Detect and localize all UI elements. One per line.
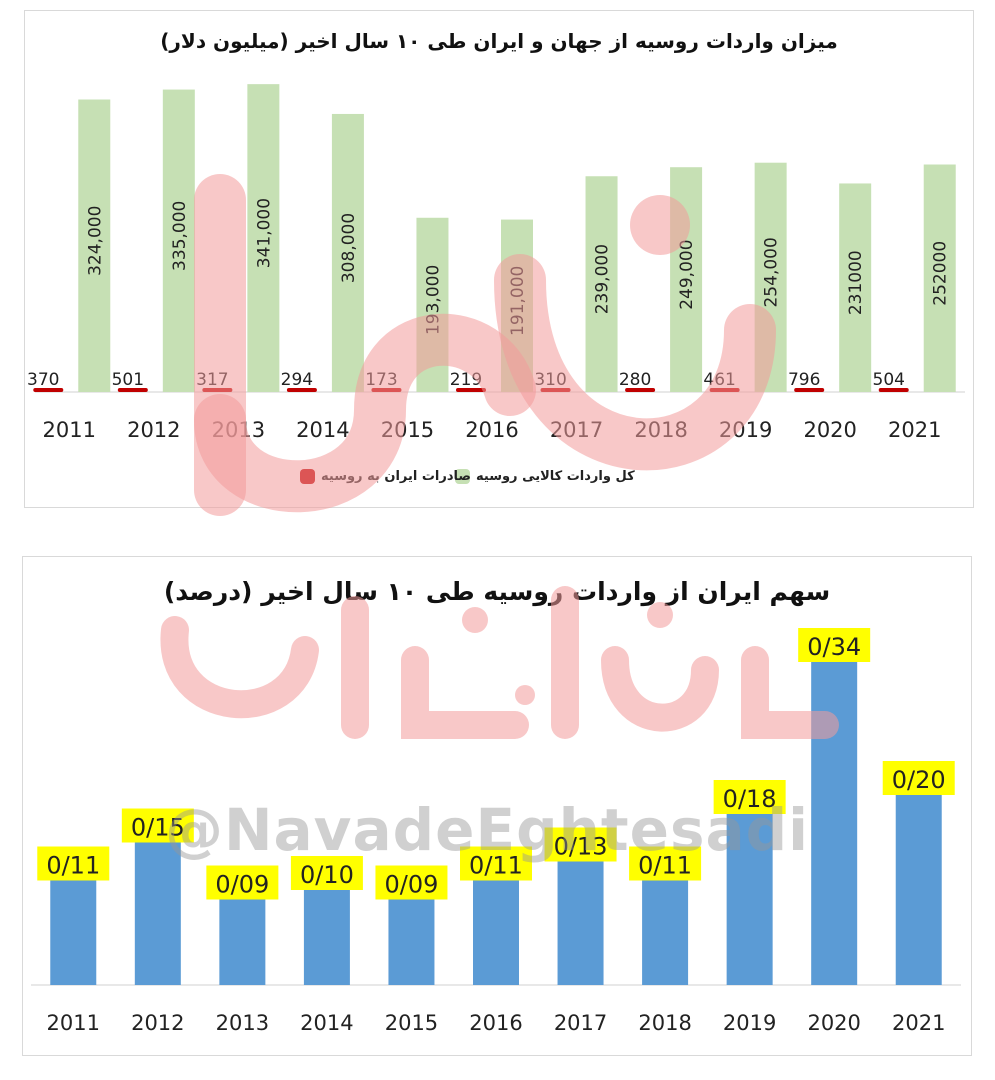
bar-iran-share: [895, 795, 942, 985]
data-label-background: [544, 827, 617, 862]
data-label-background: [375, 865, 448, 900]
bar-iran-share: [473, 880, 519, 985]
label-total-imports: 308,000: [339, 213, 359, 283]
x-tick-label: 2013: [212, 418, 265, 442]
x-tick-label: 2018: [634, 418, 687, 442]
bar-iran-exports: [878, 388, 909, 392]
x-tick-label: 2021: [892, 1011, 945, 1035]
bar-total-imports: [162, 89, 195, 392]
x-tick-label: 2020: [803, 418, 856, 442]
data-label-background: [290, 856, 363, 890]
share-chart-title: سهم ایران از واردات روسیه طی ۱۰ سال اخیر…: [163, 577, 831, 606]
x-tick-label: 2016: [465, 418, 518, 442]
x-tick-label: 2019: [723, 1011, 776, 1035]
data-label-iran-share: 0/20: [892, 766, 946, 794]
data-label-iran-share: 0/11: [46, 852, 100, 880]
bar-iran-exports: [33, 388, 64, 392]
bar-iran-share: [642, 880, 689, 985]
bar-iran-share: [557, 861, 604, 985]
bar-iran-exports: [117, 388, 148, 392]
x-tick-label: 2021: [888, 418, 941, 442]
data-label-background: [460, 846, 532, 881]
bar-iran-share: [388, 899, 435, 985]
imports-chart-panel: میزان واردات روسیه از جهان و ایران طی ۱۰…: [24, 10, 974, 508]
x-tick-label: 2013: [216, 1011, 269, 1035]
bar-iran-share: [219, 899, 266, 985]
label-total-imports: 239,000: [593, 244, 613, 314]
x-tick-label: 2016: [469, 1011, 522, 1035]
label-iran-exports: 280: [619, 370, 651, 390]
x-tick-label: 2014: [300, 1011, 353, 1035]
data-label-iran-share: 0/15: [131, 814, 185, 842]
imports-chart-title: میزان واردات روسیه از جهان و ایران طی ۱۰…: [160, 29, 838, 53]
data-label-iran-share: 0/18: [723, 785, 777, 813]
label-iran-exports: 219: [450, 370, 482, 390]
legend-label-total-imports: کل واردات کالایی روسیه: [476, 469, 635, 484]
bar-iran-share: [811, 662, 858, 985]
label-iran-exports: 310: [534, 370, 566, 390]
data-label-background: [713, 780, 786, 814]
label-iran-exports: 370: [27, 370, 59, 390]
bar-iran-share: [303, 890, 350, 985]
label-iran-exports: 504: [873, 370, 905, 390]
x-tick-label: 2020: [807, 1011, 860, 1035]
label-total-imports: 254,000: [762, 237, 782, 307]
data-label-iran-share: 0/09: [385, 871, 439, 899]
legend-label-iran-exports: صادرات ایران به روسیه: [321, 469, 471, 484]
share-chart: 0/11 2011 0/15 2012 0/09 2013 0/10 2014 0/09 2015…: [31, 628, 961, 1035]
bar-total-imports: [78, 99, 111, 392]
imports-legend: کل واردات کالایی روسیه صادرات ایران به ر…: [25, 469, 973, 493]
x-tick-label: 2015: [381, 418, 434, 442]
bar-iran-share: [134, 842, 181, 985]
label-total-imports: 191,000: [508, 266, 528, 336]
data-label-iran-share: 0/11: [638, 852, 692, 880]
data-label-iran-share: 0/10: [300, 861, 354, 889]
label-total-imports: 249,000: [677, 239, 697, 309]
bar-iran-exports: [794, 388, 825, 392]
label-total-imports: 252000: [931, 241, 951, 306]
data-label-background: [206, 865, 279, 900]
bar-iran-share: [726, 814, 773, 985]
legend-item-total-imports: کل واردات کالایی روسیه: [455, 469, 635, 484]
data-label-iran-share: 0/13: [554, 833, 608, 861]
label-total-imports: 341,000: [254, 198, 274, 268]
label-iran-exports: 501: [112, 370, 144, 390]
x-tick-label: 2012: [127, 418, 180, 442]
x-tick-label: 2018: [638, 1011, 691, 1035]
label-iran-exports: 461: [703, 370, 735, 390]
data-label-background: [37, 846, 110, 881]
x-tick-label: 2011: [47, 1011, 100, 1035]
label-iran-exports: 294: [281, 370, 313, 390]
legend-item-iran-exports: صادرات ایران به روسیه: [300, 469, 471, 484]
x-tick-label: 2011: [43, 418, 96, 442]
x-tick-label: 2014: [296, 418, 349, 442]
data-label-background: [629, 846, 702, 881]
data-label-iran-share: 0/34: [807, 633, 861, 661]
data-label-iran-share: 0/09: [215, 871, 269, 899]
share-chart-panel: سهم ایران از واردات روسیه طی ۱۰ سال اخیر…: [22, 556, 972, 1056]
x-tick-label: 2017: [554, 1011, 607, 1035]
bar-total-imports: [839, 183, 872, 392]
imports-chart: 324,000 370 2011 335,000 501 2012 341,000 317 20…: [27, 84, 965, 442]
label-iran-exports: 173: [365, 370, 397, 390]
data-label-background: [121, 808, 194, 843]
x-tick-label: 2015: [385, 1011, 438, 1035]
label-total-imports: 231000: [846, 250, 866, 315]
label-iran-exports: 796: [788, 370, 820, 390]
legend-swatch-iran-exports: [300, 469, 315, 484]
label-total-imports: 193,000: [423, 265, 443, 335]
bar-total-imports: [923, 164, 956, 392]
bar-iran-share: [50, 880, 97, 985]
x-tick-label: 2019: [719, 418, 772, 442]
data-label-background: [882, 761, 955, 795]
x-tick-label: 2017: [550, 418, 603, 442]
label-iran-exports: 317: [196, 370, 228, 390]
label-total-imports: 324,000: [85, 206, 105, 276]
label-total-imports: 335,000: [170, 201, 190, 271]
data-label-iran-share: 0/11: [469, 852, 523, 880]
x-tick-label: 2012: [131, 1011, 184, 1035]
